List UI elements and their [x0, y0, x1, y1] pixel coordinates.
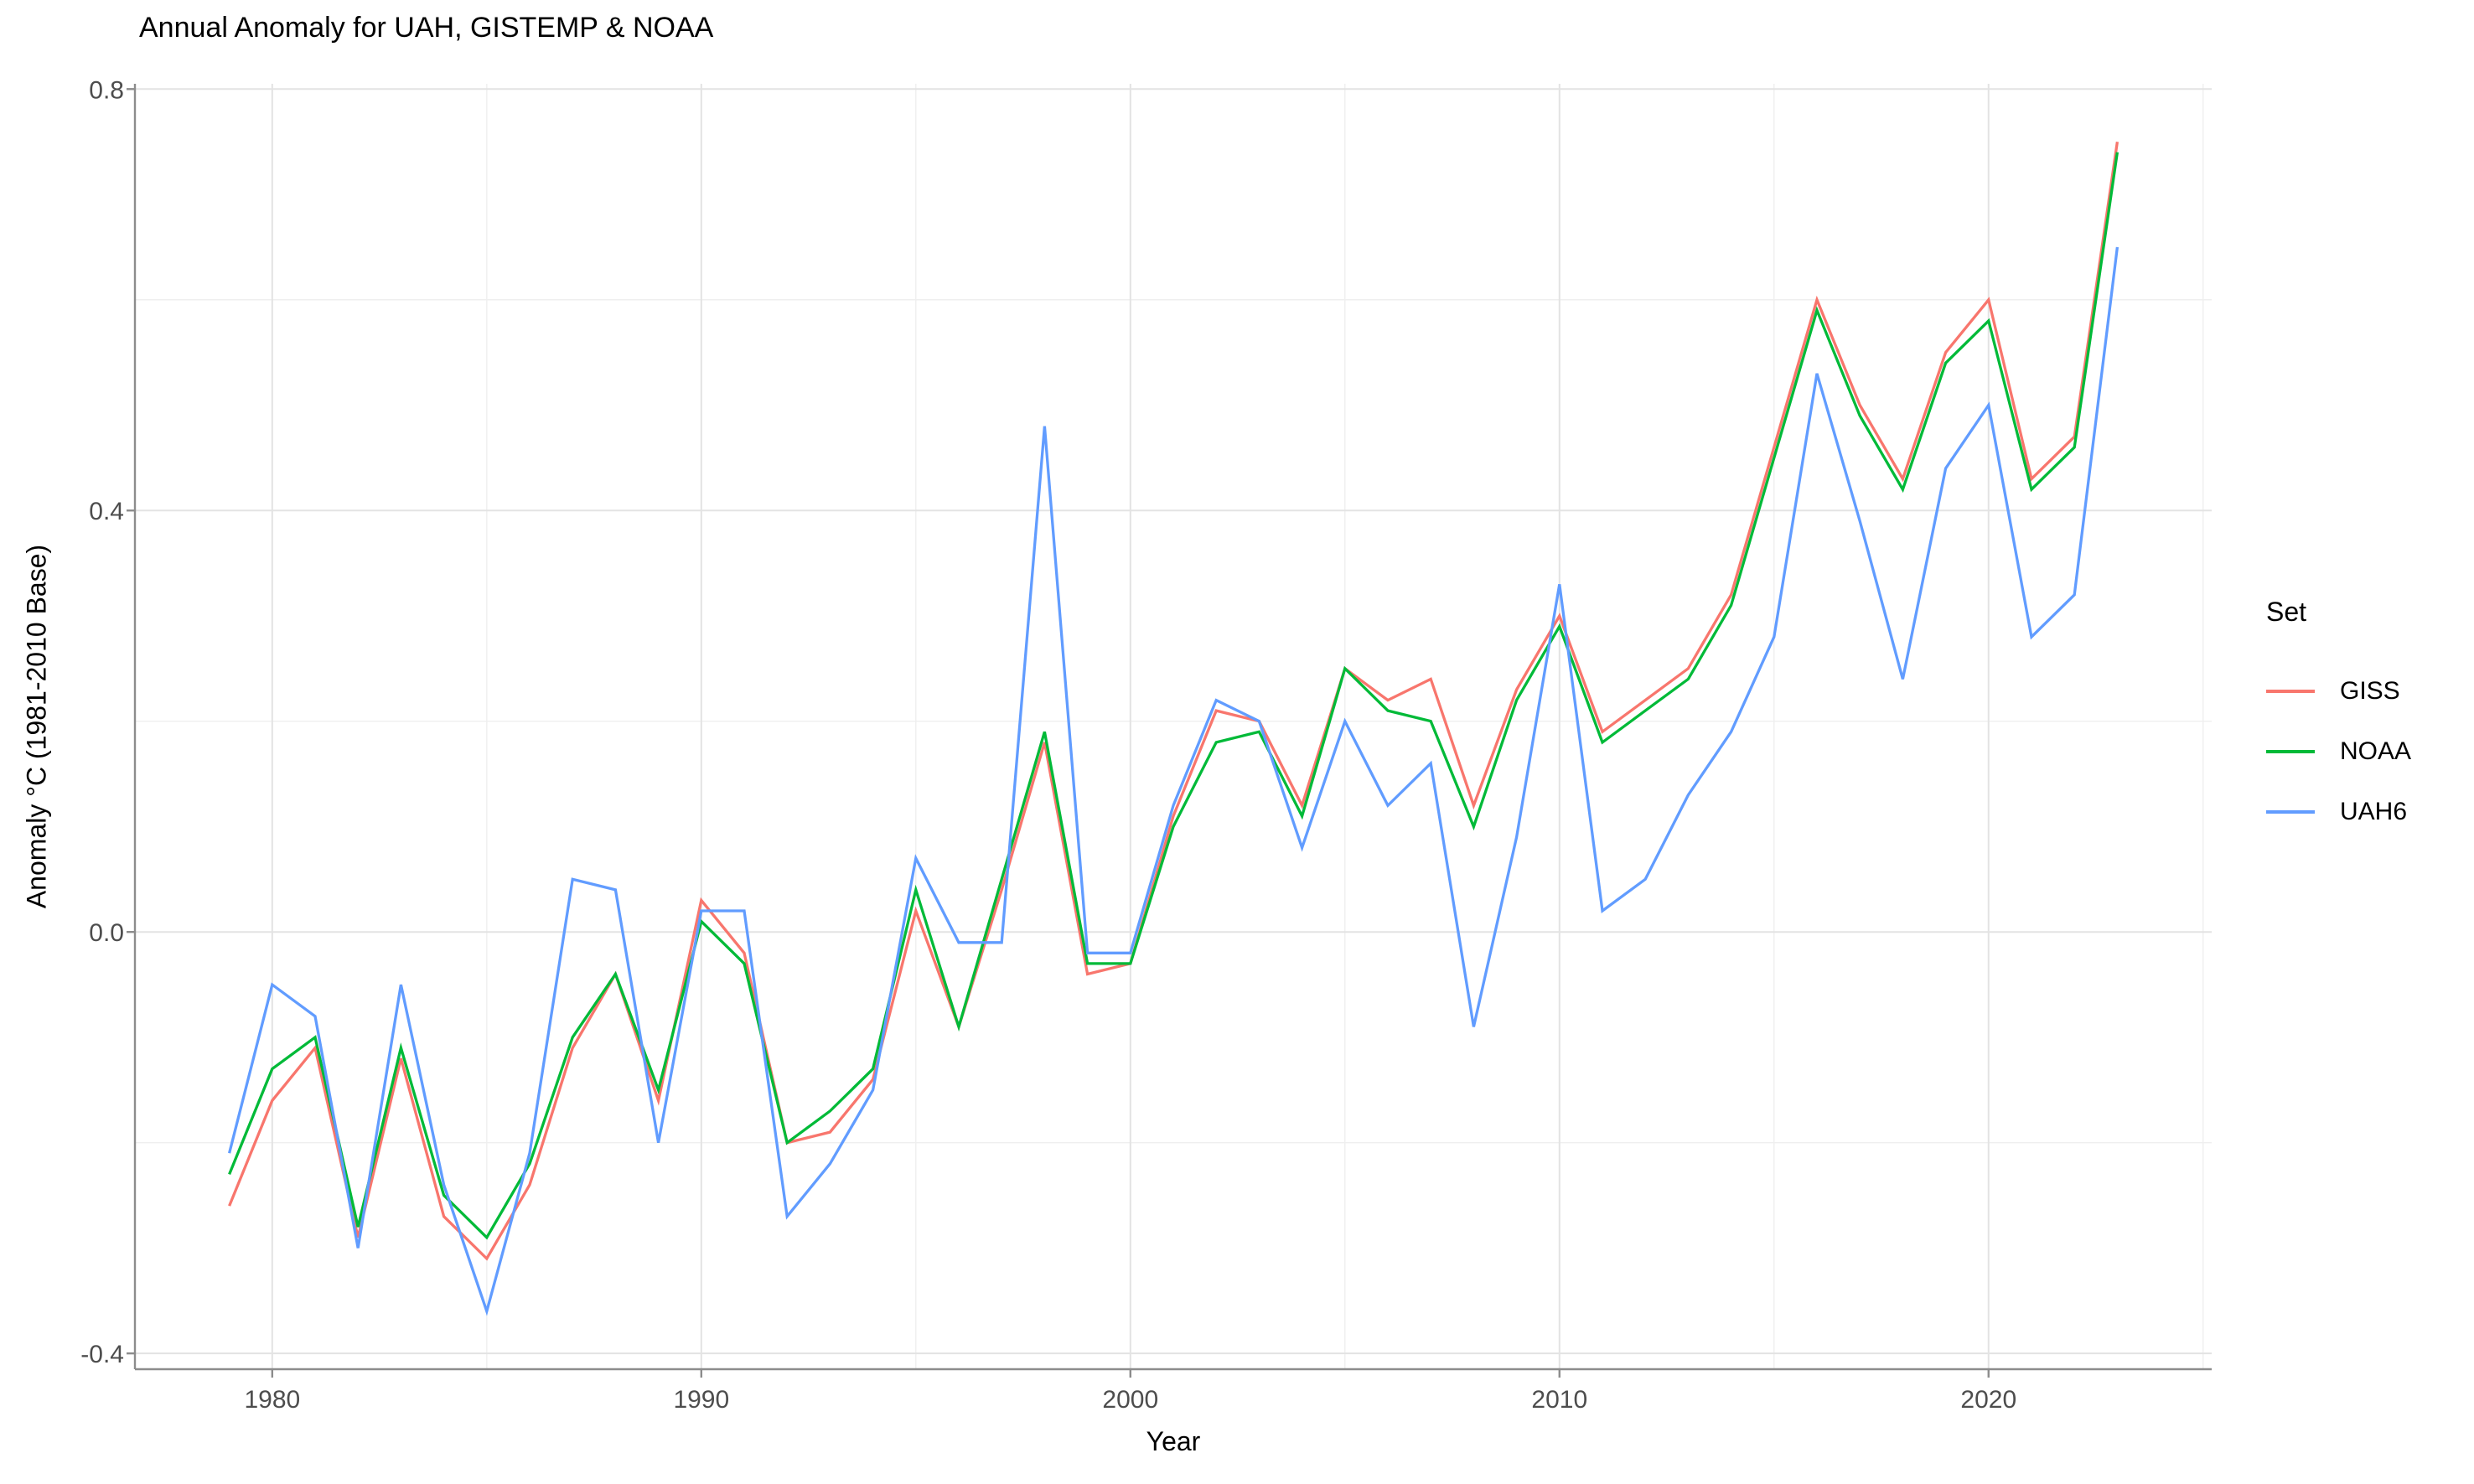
- y-axis-title: Anomaly °C (1981-2010 Base): [21, 544, 52, 909]
- legend-item-uah6: UAH6: [2266, 782, 2411, 842]
- y-tick-label: 0.4: [89, 498, 124, 525]
- x-tick-label: 2000: [1102, 1386, 1158, 1414]
- legend: Set GISS NOAA UAH6: [2266, 597, 2411, 842]
- legend-items: GISS NOAA UAH6: [2266, 661, 2411, 842]
- series-line-giss: [228, 141, 2119, 1261]
- series-line-uah6: [228, 246, 2119, 1316]
- x-tick-label: 1980: [244, 1386, 300, 1414]
- legend-key-line-giss: [2266, 690, 2315, 693]
- legend-item-noaa: NOAA: [2266, 721, 2411, 782]
- x-axis-title: Year: [1146, 1426, 1201, 1456]
- x-tick-label: 2020: [1960, 1386, 2016, 1414]
- x-tick-label: 1990: [673, 1386, 729, 1414]
- y-tick-label: -0.4: [80, 1341, 124, 1368]
- legend-label: UAH6: [2340, 798, 2408, 825]
- legend-label: NOAA: [2340, 737, 2412, 765]
- legend-item-giss: GISS: [2266, 661, 2411, 721]
- legend-key-line-uah6: [2266, 810, 2315, 814]
- y-tick-label: 0.0: [89, 919, 124, 947]
- chart-title: Annual Anomaly for UAH, GISTEMP & NOAA: [139, 12, 714, 44]
- legend-key-line-noaa: [2266, 750, 2315, 753]
- legend-label: GISS: [2340, 677, 2400, 705]
- x-tick-label: 2010: [1531, 1386, 1587, 1414]
- y-tick-label: 0.8: [89, 76, 124, 104]
- series-line-noaa: [228, 152, 2119, 1240]
- legend-title: Set: [2266, 597, 2307, 627]
